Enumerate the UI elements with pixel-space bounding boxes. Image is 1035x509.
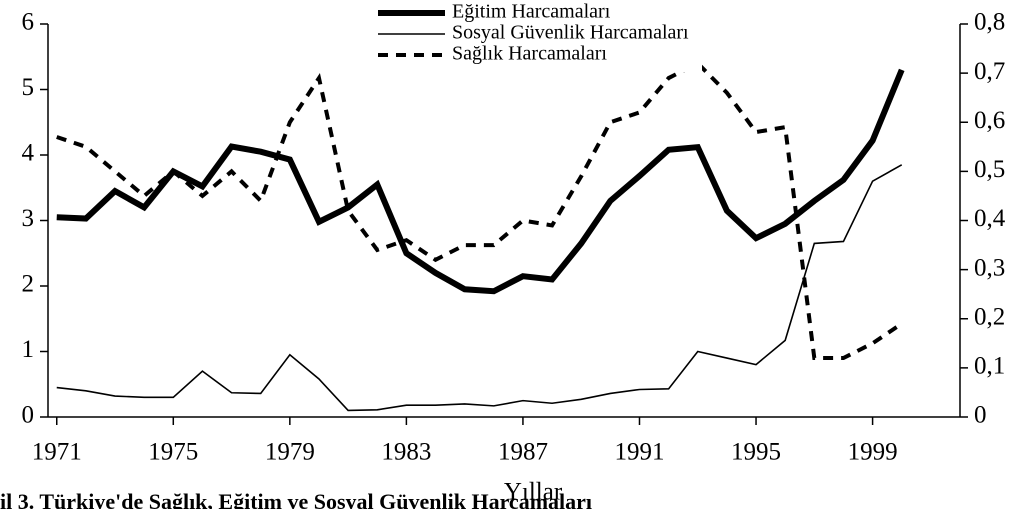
y2-tick-label: 0,7 [974, 58, 1005, 85]
x-tick-label: 1991 [614, 439, 664, 466]
x-tick-label: 1987 [498, 439, 548, 466]
x-tick-label: 1995 [731, 439, 781, 466]
y2-tick-label: 0,5 [974, 156, 1005, 183]
y2-tick-label: 0 [974, 402, 987, 429]
x-tick-label: 1983 [381, 439, 431, 466]
y-tick-label: 5 [22, 74, 35, 101]
series-line [56, 164, 903, 412]
y2-tick-label: 0,3 [974, 254, 1005, 281]
series-line [56, 60, 903, 361]
x-tick-label: 1971 [32, 439, 82, 466]
legend-label: Eğitim Harcamaları [452, 1, 611, 23]
y-tick-label: 2 [22, 271, 35, 298]
y-tick-label: 1 [22, 336, 35, 363]
y-tick-label: 0 [22, 402, 35, 429]
series-line [56, 68, 905, 295]
x-tick-label: 1979 [265, 439, 315, 466]
y-tick-label: 6 [22, 9, 35, 36]
caption: il 3. Türkiye'de Sağlık, Eğitim ve Sosya… [0, 489, 592, 509]
legend-label: Sosyal Güvenlik Harcamaları [452, 22, 689, 44]
y2-tick-label: 0,2 [974, 303, 1005, 330]
y-tick-label: 4 [22, 140, 35, 167]
y2-tick-label: 0,1 [974, 353, 1005, 380]
y2-tick-label: 0,4 [974, 205, 1006, 232]
x-tick-label: 1999 [848, 439, 898, 466]
y2-tick-label: 0,8 [974, 9, 1005, 36]
legend-label: Sağlık Harcamaları [452, 43, 607, 65]
y-tick-label: 3 [22, 205, 35, 232]
x-axis-label: Yıllar [504, 479, 563, 506]
y2-tick-label: 0,6 [974, 107, 1005, 134]
x-tick-label: 1975 [148, 439, 198, 466]
